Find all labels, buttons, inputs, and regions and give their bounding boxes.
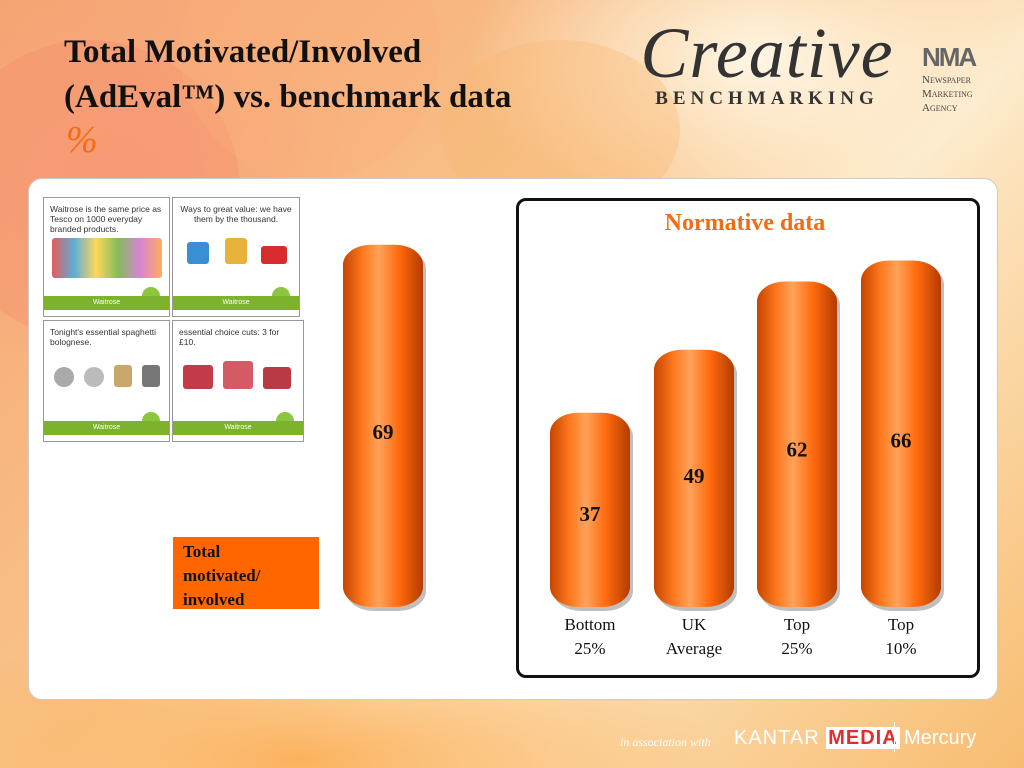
slide-title: Total Motivated/Involved (AdEval™) vs. b… [64,30,511,120]
product-image [142,365,160,387]
ad-brand: Waitrose [173,296,299,310]
ad-headline: Ways to great value: we have them by the… [180,204,292,224]
product-image [183,365,213,389]
product-image [54,367,74,387]
main-bar-group: 69 [343,244,426,611]
category-tick-label: Average [666,639,722,658]
legend-label: Total motivated/ involved [183,542,261,609]
bar [654,349,734,607]
category-tick-label: 10% [885,639,916,658]
ad-headline: essential choice cuts: 3 for £10. [179,327,280,347]
nma-line-3: Agency [922,102,958,114]
bar-value-label: 37 [580,502,601,526]
category-tick-label: UK [682,615,707,634]
nma-line-1: Newspaper [922,74,971,86]
bar [343,244,423,607]
title-line-2: (AdEval™) vs. benchmark data [64,79,512,115]
ad-thumbnail: essential choice cuts: 3 for £10. Waitro… [172,320,304,442]
bar-value-label: 49 [684,464,705,488]
normative-bar-group: 37 Bottom 25% 49 UK Average 62 Top 25% 66 Top 10% [550,260,944,658]
bar-value-label: 62 [787,438,808,462]
kantar-word: KANTAR [734,727,820,749]
ad-thumbnail: Tonight's essential spaghetti bolognese.… [43,320,170,442]
category-tick-label: Bottom [564,615,615,634]
bar-value-label: 69 [373,420,394,444]
logo-word: Creative [640,13,894,93]
category-tick-label: Top [888,615,914,634]
product-image [84,367,104,387]
mercury-logo: Mercury [904,727,977,749]
ad-brand: Waitrose [44,421,169,435]
bar [861,260,941,607]
ad-thumbnail: Waitrose is the same price as Tesco on 1… [43,197,170,317]
product-image [261,246,287,264]
category-tick-label: 25% [781,639,812,658]
product-image [225,238,247,264]
product-image [263,367,291,389]
footer-association: in association with [620,735,711,749]
product-image [223,361,253,389]
category-tick-label: Top [784,615,810,634]
title-line-1: Total Motivated/Involved [64,34,422,70]
logo-subtitle: BENCHMARKING [655,88,879,109]
ad-thumbnail: Ways to great value: we have them by the… [172,197,300,317]
bar [757,281,837,607]
product-image [187,242,209,264]
bar [550,412,630,607]
category-tick-label: 25% [574,639,605,658]
kantar-media-logo: KANTAR MEDIA [734,727,900,750]
product-image [114,365,132,387]
product-image [52,238,162,278]
nma-mark: NMA [922,42,977,72]
ad-brand: Waitrose [44,296,169,310]
ad-headline: Waitrose is the same price as Tesco on 1… [50,204,162,234]
creative-benchmarking-logo: Creative BENCHMARKING [632,14,902,110]
nma-line-2: Marketing [922,88,973,100]
legend-box: Total motivated/ involved [173,537,319,609]
normative-data-title: Normative data [664,210,826,236]
media-word: MEDIA [826,727,900,749]
footer-divider [894,722,895,752]
unit-label: % [66,119,98,161]
bar-value-label: 66 [891,429,912,453]
ad-brand: Waitrose [173,421,303,435]
nma-logo: NMA Newspaper Marketing Agency [922,42,977,115]
ad-headline: Tonight's essential spaghetti bolognese. [50,327,157,347]
